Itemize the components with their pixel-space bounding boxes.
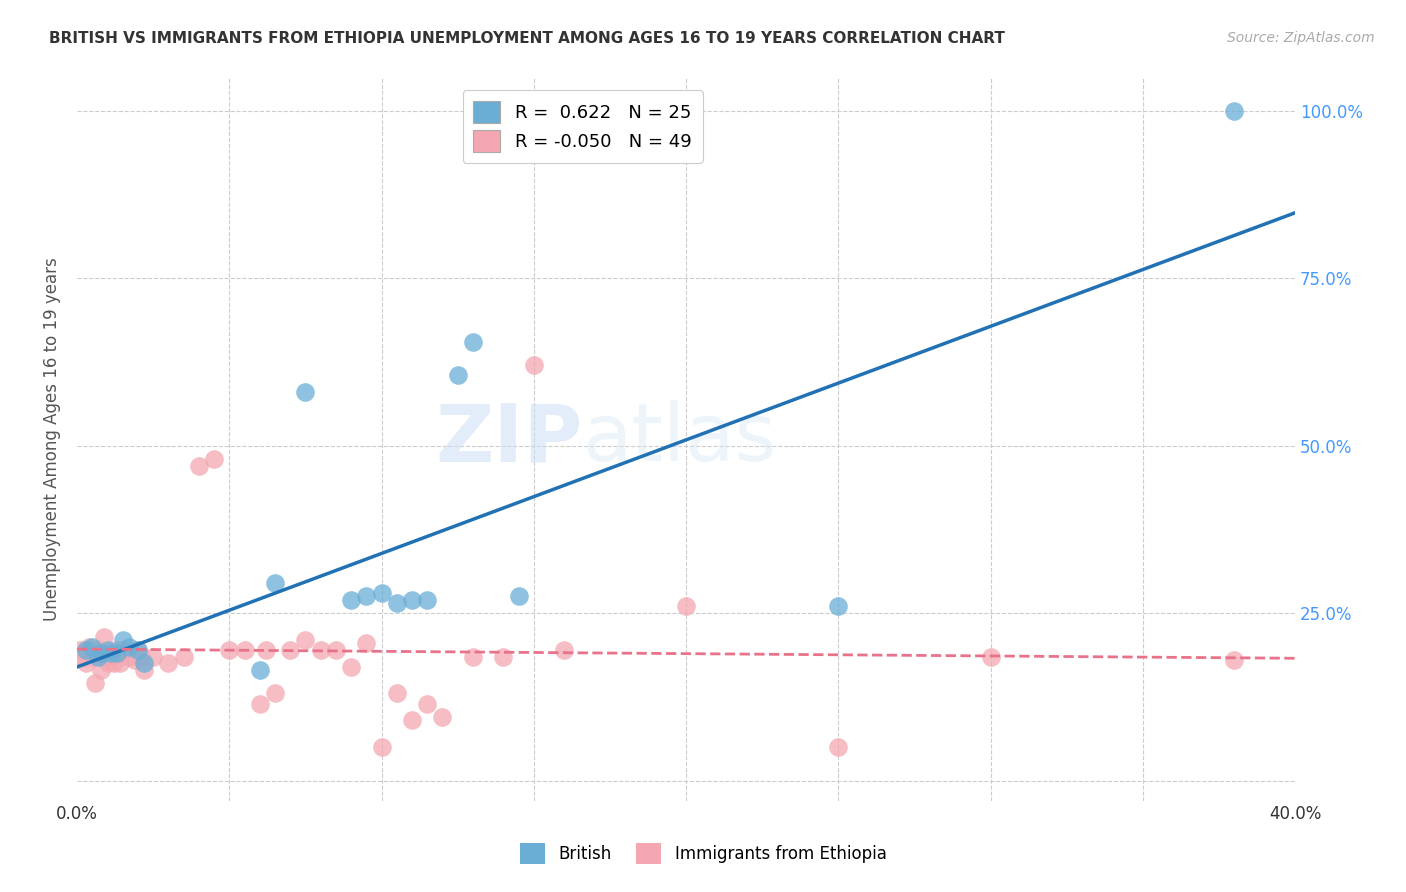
Point xyxy=(187,458,209,473)
Point xyxy=(173,649,195,664)
Point xyxy=(325,643,347,657)
Point xyxy=(82,649,104,664)
Point xyxy=(105,643,128,657)
Point xyxy=(157,657,180,671)
Point xyxy=(96,643,118,657)
Point xyxy=(82,640,104,654)
Point xyxy=(90,663,112,677)
Point xyxy=(401,592,423,607)
Point xyxy=(447,368,470,383)
Point xyxy=(111,643,134,657)
Text: Source: ZipAtlas.com: Source: ZipAtlas.com xyxy=(1227,31,1375,45)
Point xyxy=(461,334,484,349)
Point xyxy=(827,740,849,755)
Point xyxy=(87,649,110,664)
Text: ZIP: ZIP xyxy=(436,400,582,478)
Point xyxy=(127,643,149,657)
Point xyxy=(385,686,408,700)
Point xyxy=(100,649,122,664)
Point xyxy=(492,649,515,664)
Point xyxy=(84,676,107,690)
Point xyxy=(103,657,125,671)
Point xyxy=(127,643,149,657)
Point xyxy=(105,646,128,660)
Point xyxy=(675,599,697,614)
Point xyxy=(827,599,849,614)
Point xyxy=(1223,103,1246,118)
Point xyxy=(1223,653,1246,667)
Text: BRITISH VS IMMIGRANTS FROM ETHIOPIA UNEMPLOYMENT AMONG AGES 16 TO 19 YEARS CORRE: BRITISH VS IMMIGRANTS FROM ETHIOPIA UNEM… xyxy=(49,31,1005,46)
Point xyxy=(385,596,408,610)
Point xyxy=(249,697,271,711)
Legend: British, Immigrants from Ethiopia: British, Immigrants from Ethiopia xyxy=(513,837,893,871)
Point xyxy=(93,630,115,644)
Point xyxy=(461,649,484,664)
Point xyxy=(264,576,287,591)
Point xyxy=(118,649,141,664)
Point xyxy=(124,653,146,667)
Point xyxy=(142,649,165,664)
Point xyxy=(129,649,152,664)
Point xyxy=(432,710,454,724)
Point xyxy=(553,643,575,657)
Point xyxy=(87,643,110,657)
Point xyxy=(294,385,316,400)
Point xyxy=(132,657,155,671)
Point xyxy=(508,590,530,604)
Point xyxy=(108,657,131,671)
Point xyxy=(356,636,378,650)
Point xyxy=(218,643,240,657)
Point xyxy=(416,697,439,711)
Text: atlas: atlas xyxy=(582,400,778,478)
Y-axis label: Unemployment Among Ages 16 to 19 years: Unemployment Among Ages 16 to 19 years xyxy=(44,257,60,621)
Point xyxy=(111,632,134,647)
Point xyxy=(77,640,100,654)
Point xyxy=(96,657,118,671)
Point xyxy=(294,632,316,647)
Point xyxy=(100,646,122,660)
Point xyxy=(75,657,97,671)
Point xyxy=(356,590,378,604)
Point xyxy=(309,643,332,657)
Point xyxy=(254,643,277,657)
Point xyxy=(416,592,439,607)
Point xyxy=(132,663,155,677)
Point xyxy=(523,359,546,373)
Point xyxy=(401,713,423,727)
Point xyxy=(340,659,363,673)
Point xyxy=(118,640,141,654)
Point xyxy=(278,643,301,657)
Point xyxy=(370,740,392,755)
Point xyxy=(980,649,1002,664)
Point xyxy=(202,452,225,467)
Point xyxy=(90,646,112,660)
Point xyxy=(69,643,91,657)
Point xyxy=(249,663,271,677)
Point xyxy=(340,592,363,607)
Point xyxy=(233,643,256,657)
Point xyxy=(72,649,94,664)
Point xyxy=(75,643,97,657)
Point xyxy=(264,686,287,700)
Legend: R =  0.622   N = 25, R = -0.050   N = 49: R = 0.622 N = 25, R = -0.050 N = 49 xyxy=(463,90,703,163)
Point xyxy=(370,586,392,600)
